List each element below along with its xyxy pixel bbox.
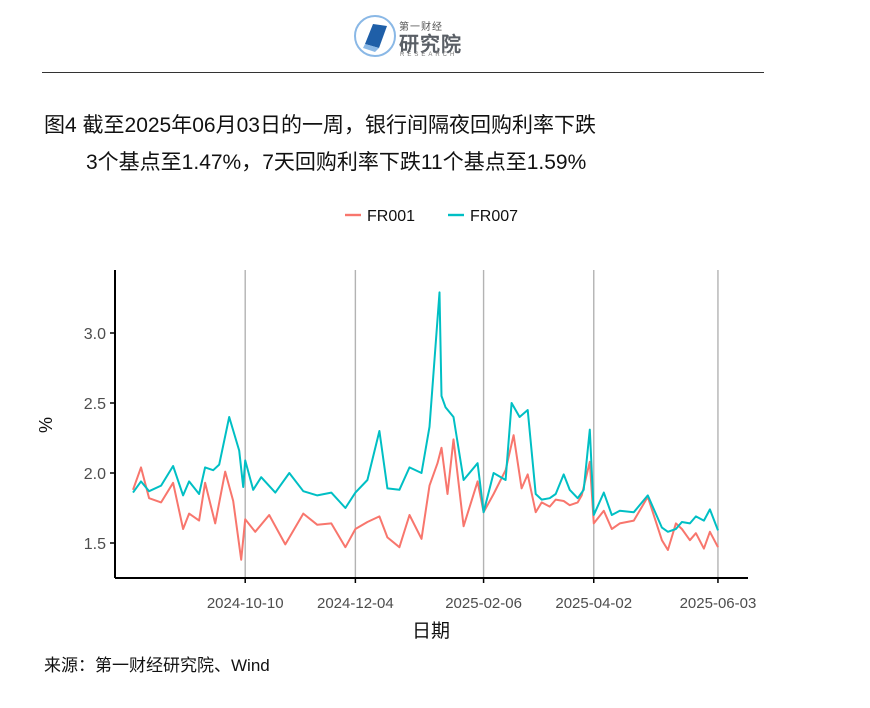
logo-ring xyxy=(354,15,396,57)
logo-shape-shadow xyxy=(363,44,379,52)
x-tick-label: 2025-02-06 xyxy=(445,595,522,612)
legend: FR001 FR007 xyxy=(345,208,518,225)
x-axis-label: 日期 xyxy=(412,620,450,642)
logo-brand-small: 第一财经 xyxy=(399,22,443,33)
logo-mark-icon xyxy=(354,15,396,57)
series-line-fr007 xyxy=(132,291,719,533)
gridlines xyxy=(244,270,719,578)
source-note: 来源：第一财经研究院、Wind xyxy=(44,656,270,675)
y-tick-label: 2.0 xyxy=(84,466,106,483)
legend-label: FR007 xyxy=(470,208,518,225)
chart-title-line2: 3个基点至1.47%，7天回购利率下跌11个基点至1.59% xyxy=(86,151,587,174)
legend-item-fr001: FR001 xyxy=(345,208,415,225)
logo-shape xyxy=(365,24,387,48)
x-tick-label: 2024-10-10 xyxy=(207,595,284,612)
axes: 1.5 2.0 2.5 3.0 2024-10-10 2024-12-04 2025-02-… xyxy=(84,270,757,612)
logo-brand-big: 研究院 xyxy=(399,34,462,56)
y-axis-label: % xyxy=(36,417,56,433)
series-line-fr001 xyxy=(132,434,719,561)
x-tick-label: 2024-12-04 xyxy=(317,595,394,612)
legend-label: FR001 xyxy=(367,208,415,225)
x-tick-label: 2025-04-02 xyxy=(555,595,632,612)
logo-brand-en: RESEARCH xyxy=(400,52,458,58)
y-tick-label: 2.5 xyxy=(84,396,106,413)
x-tick-label: 2025-06-03 xyxy=(680,595,757,612)
y-tick-label: 3.0 xyxy=(84,326,106,343)
header-rule xyxy=(42,72,764,73)
series-layer xyxy=(132,291,719,561)
legend-item-fr007: FR007 xyxy=(448,208,518,225)
y-tick-label: 1.5 xyxy=(84,536,106,553)
chart-title-line1: 图4 截至2025年06月03日的一周，银行间隔夜回购利率下跌 xyxy=(44,114,596,137)
logo: 第一财经 研究院 RESEARCH xyxy=(353,14,463,60)
